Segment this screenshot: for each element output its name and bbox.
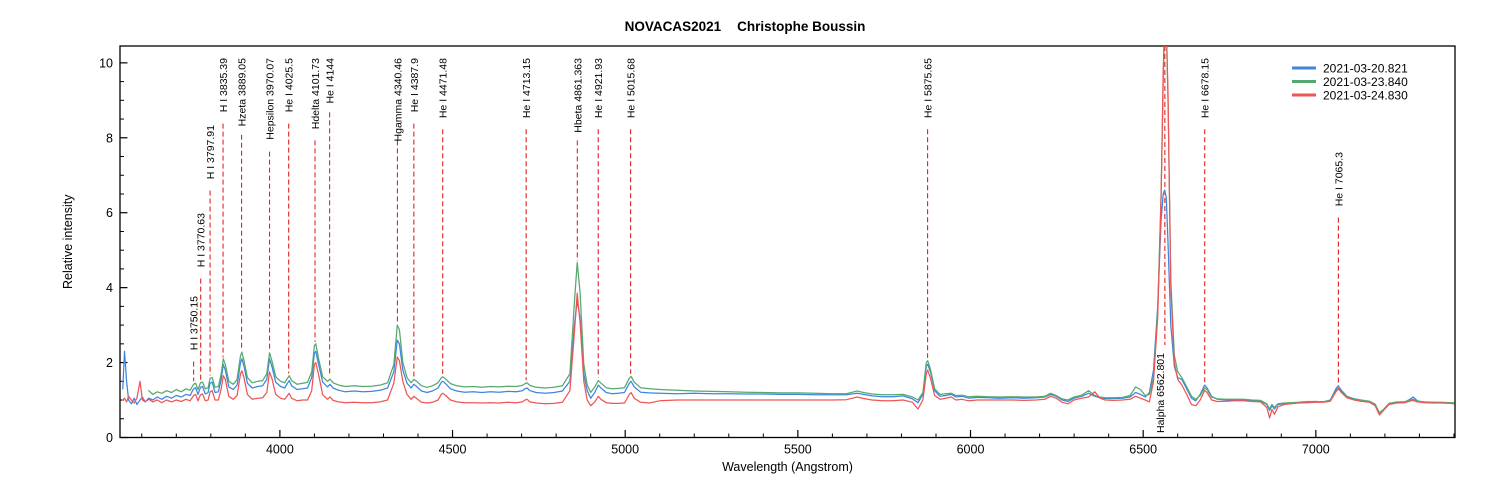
marker-label: Hgamma 4340.46	[392, 58, 404, 142]
title-object: NOVACAS2021	[625, 19, 722, 34]
x-tick-label: 5000	[611, 443, 639, 457]
marker-label: He I 4387.9	[409, 58, 421, 112]
marker-label: He I 5875.65	[923, 58, 935, 118]
x-tick-label: 7000	[1302, 443, 1330, 457]
x-tick-label: 5500	[784, 443, 812, 457]
legend-label: 2021-03-23.840	[1323, 75, 1408, 89]
marker-label: Hdelta 4101.73	[310, 58, 322, 129]
marker-label: He I 6678.15	[1200, 58, 1212, 118]
marker-label: He I 5015.68	[626, 58, 638, 118]
y-tick-label: 2	[106, 356, 113, 370]
chart-title: NOVACAS2021 Christophe Boussin	[625, 19, 866, 34]
x-axis: 4000 4500 5000 5500 6000 6500 7000	[141, 430, 1455, 457]
marker-label: He I 4144	[325, 58, 337, 104]
x-tick-label: 4500	[439, 443, 467, 457]
marker-label: He I 4471.48	[438, 58, 450, 118]
legend-label: 2021-03-20.821	[1323, 62, 1408, 76]
marker-label: H I 3770.63	[196, 213, 208, 267]
x-tick-label: 6000	[957, 443, 985, 457]
marker-label: He I 4921.93	[593, 58, 605, 118]
y-tick-label: 8	[106, 131, 113, 145]
plot-border	[119, 45, 1456, 439]
marker-label: Hbeta 4861.363	[572, 58, 584, 133]
y-tick-label: 0	[106, 431, 113, 445]
legend-label: 2021-03-24.830	[1323, 89, 1408, 103]
marker-label: H I 3835.39	[218, 58, 230, 112]
series-group	[122, 46, 1455, 419]
marker-label: He I 7065.3	[1333, 152, 1345, 206]
y-axis: 0 2 4 6 8 10	[99, 56, 128, 445]
marker-label: He I 4713.15	[521, 58, 533, 118]
y-tick-label: 6	[106, 206, 113, 220]
title-author: Christophe Boussin	[737, 19, 865, 34]
series-curve-2021-03-23.840	[148, 46, 1455, 414]
marker-label: H I 3797.91	[205, 125, 217, 179]
x-tick-label: 6500	[1129, 443, 1157, 457]
y-tick-label: 4	[106, 281, 113, 295]
x-tick-label: 4000	[266, 443, 294, 457]
line-markers: H I 3750.15 H I 3770.63 H I 3797.91 H I 383…	[189, 46, 1345, 433]
y-tick-label: 10	[99, 56, 113, 70]
y-axis-label: Relative intensity	[61, 194, 75, 289]
marker-label: Halpha 6562.801	[1155, 353, 1167, 433]
marker-label: Hepsilon 3970.07	[265, 58, 277, 140]
marker-label: Hzeta 3889.05	[237, 58, 249, 126]
legend: 2021-03-20.8212021-03-23.8402021-03-24.8…	[1292, 62, 1408, 103]
series-curve-2021-03-24.830	[122, 46, 1455, 419]
marker-label: He I 4025.5	[284, 58, 296, 112]
marker-label: H I 3750.15	[189, 296, 201, 350]
x-axis-label: Wavelength (Angstrom)	[722, 460, 853, 474]
